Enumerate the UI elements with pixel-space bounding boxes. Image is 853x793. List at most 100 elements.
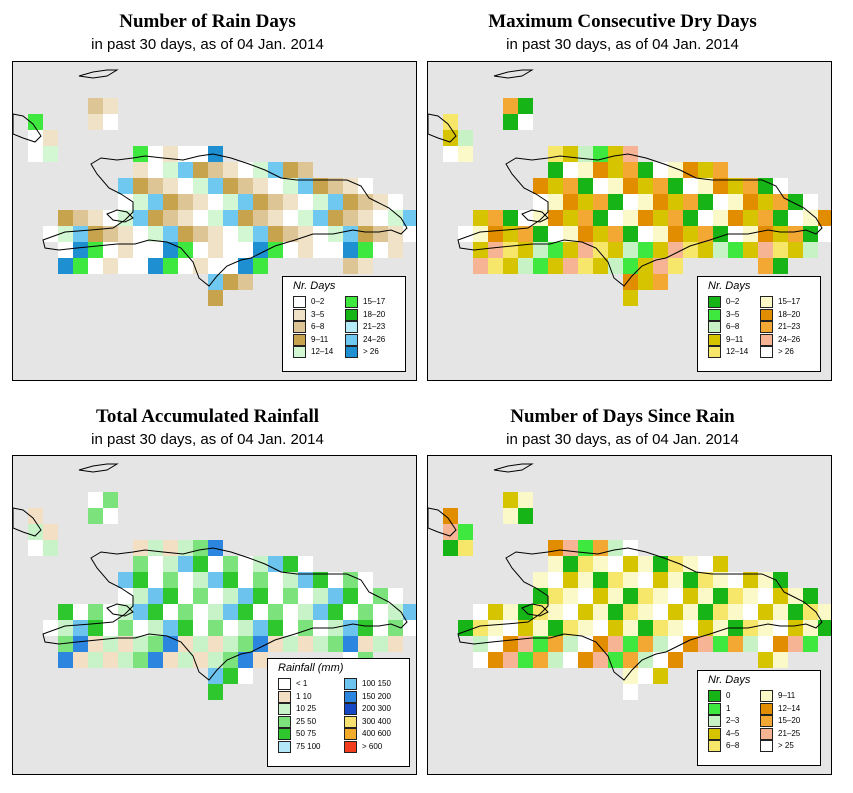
grid-cell	[623, 540, 638, 556]
grid-cell	[268, 556, 283, 572]
grid-cell	[208, 194, 223, 210]
grid-cell	[388, 604, 403, 620]
grid-cell	[358, 226, 373, 242]
grid-cell	[638, 572, 653, 588]
grid-cell	[133, 242, 148, 258]
grid-cell	[313, 588, 328, 604]
grid-cell	[28, 130, 43, 146]
grid-cell	[698, 162, 713, 178]
grid-cell	[593, 194, 608, 210]
grid-cell	[88, 242, 103, 258]
coastline	[78, 463, 119, 473]
grid-cell	[788, 588, 803, 604]
grid-cell	[208, 604, 223, 620]
grid-cell	[503, 210, 518, 226]
grid-cell	[548, 210, 563, 226]
grid-cell	[653, 162, 668, 178]
grid-cell	[578, 226, 593, 242]
grid-cell	[683, 588, 698, 604]
grid-cell	[133, 226, 148, 242]
grid-cell	[623, 178, 638, 194]
grid-cell	[238, 210, 253, 226]
grid-cell	[388, 242, 403, 258]
grid-cell	[358, 604, 373, 620]
grid-cell	[773, 572, 788, 588]
grid-cell	[458, 540, 473, 556]
legend-label: 15–20	[778, 716, 801, 726]
grid-cell	[283, 210, 298, 226]
grid-cell	[343, 194, 358, 210]
grid-cell	[668, 636, 683, 652]
legend-label: 18–20	[363, 309, 386, 319]
legend: Nr. Days 0 1 2–3 4–5 6–8 9–11 12–14 15–20 21–25 >…	[697, 670, 821, 766]
grid-cell	[178, 178, 193, 194]
grid-cell	[608, 620, 623, 636]
grid-cell	[238, 226, 253, 242]
grid-cell	[103, 258, 118, 274]
grid-cell	[638, 668, 653, 684]
grid-cell	[578, 178, 593, 194]
grid-cell	[698, 194, 713, 210]
legend-label: 12–14	[778, 703, 801, 713]
map-max-dry-days	[428, 69, 831, 306]
grid-cell	[668, 604, 683, 620]
coastline	[428, 113, 457, 143]
grid-cell	[208, 162, 223, 178]
grid-cell	[163, 258, 178, 274]
grid-cell	[88, 620, 103, 636]
grid-cell	[163, 210, 178, 226]
grid-cell	[713, 588, 728, 604]
grid-cell	[578, 652, 593, 668]
grid-cell	[653, 636, 668, 652]
grid-cell	[683, 226, 698, 242]
grid-cell	[133, 210, 148, 226]
grid-cell	[668, 588, 683, 604]
grid-cell	[328, 588, 343, 604]
grid-cell	[788, 620, 803, 636]
grid-cell	[208, 684, 223, 700]
legend-label: 3–5	[726, 309, 740, 319]
grid-cell	[268, 604, 283, 620]
coastline	[521, 209, 549, 223]
grid-cell	[133, 258, 148, 274]
legend-swatch	[708, 727, 721, 740]
legend-swatch	[344, 690, 357, 703]
grid-cell	[758, 652, 773, 668]
grid-cell	[43, 524, 58, 540]
grid-cell	[268, 588, 283, 604]
grid-cell	[623, 146, 638, 162]
grid-cell	[118, 636, 133, 652]
coastline	[428, 507, 457, 537]
grid-cell	[758, 210, 773, 226]
grid-cell	[473, 258, 488, 274]
grid-cell	[548, 226, 563, 242]
grid-cell	[608, 572, 623, 588]
legend-swatch	[345, 333, 358, 346]
grid-cell	[163, 242, 178, 258]
grid-cell	[563, 556, 578, 572]
grid-cell	[773, 178, 788, 194]
panel-subtitle: in past 30 days, as of 04 Jan. 2014	[91, 36, 324, 53]
panel-subtitle: in past 30 days, as of 04 Jan. 2014	[506, 36, 739, 53]
grid-cell	[473, 620, 488, 636]
legend-label: 10 25	[296, 704, 317, 714]
grid-cell	[683, 194, 698, 210]
grid-cell	[533, 588, 548, 604]
grid-cell	[803, 210, 818, 226]
map-rain-days	[13, 69, 416, 306]
grid-cell	[163, 636, 178, 652]
grid-cell	[668, 242, 683, 258]
grid-cell	[223, 620, 238, 636]
grid-cell	[623, 210, 638, 226]
grid-cell	[563, 604, 578, 620]
grid-cell	[313, 242, 328, 258]
grid-cell	[758, 620, 773, 636]
coastline	[106, 603, 134, 617]
grid-cell	[358, 620, 373, 636]
grid-cell	[608, 194, 623, 210]
panel-subtitle: in past 30 days, as of 04 Jan. 2014	[91, 431, 324, 448]
grid-cell	[818, 210, 831, 226]
grid-cell	[593, 572, 608, 588]
legend-swatch	[708, 690, 721, 702]
grid-cell	[548, 652, 563, 668]
